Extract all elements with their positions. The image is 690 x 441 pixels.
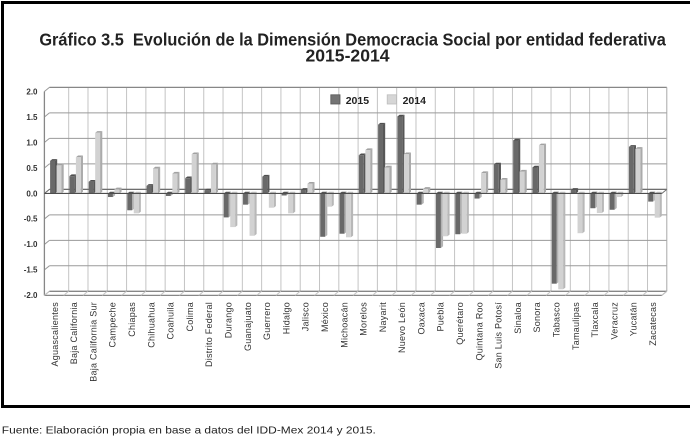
svg-text:Querétaro: Querétaro [455, 302, 465, 345]
svg-text:Baja California Sur: Baja California Sur [88, 302, 98, 382]
svg-text:Nayarit: Nayarit [378, 302, 388, 333]
svg-text:1.5: 1.5 [26, 113, 38, 122]
svg-text:Colima: Colima [185, 302, 195, 332]
svg-text:Puebla: Puebla [436, 302, 446, 332]
svg-text:-0.5: -0.5 [24, 215, 38, 224]
svg-text:2014: 2014 [403, 95, 427, 107]
svg-text:Tlaxcala: Tlaxcala [590, 302, 600, 338]
svg-text:Campeche: Campeche [108, 302, 118, 348]
svg-text:Nuevo León: Nuevo León [397, 302, 407, 353]
svg-text:Sinaloa: Sinaloa [513, 302, 523, 334]
svg-text:Oaxaca: Oaxaca [416, 302, 426, 335]
svg-text:Michoacán: Michoacán [339, 302, 349, 348]
svg-text:2.0: 2.0 [26, 87, 38, 96]
svg-text:0.5: 0.5 [26, 164, 38, 173]
svg-text:Quintana Roo: Quintana Roo [474, 302, 484, 361]
svg-text:-1.5: -1.5 [24, 266, 38, 275]
svg-text:Yucatán: Yucatán [629, 302, 639, 336]
svg-text:Morelos: Morelos [359, 302, 369, 336]
svg-text:Veracruz: Veracruz [609, 302, 619, 340]
svg-text:Baja California: Baja California [69, 302, 79, 364]
svg-text:Guerrero: Guerrero [262, 302, 272, 340]
svg-text:1.0: 1.0 [26, 138, 38, 147]
svg-text:Durango: Durango [223, 302, 233, 338]
svg-text:Chiapas: Chiapas [127, 302, 137, 337]
svg-text:Distrito Federal: Distrito Federal [204, 302, 214, 367]
svg-text:Aguascalientes: Aguascalientes [50, 302, 60, 367]
svg-text:Hidalgo: Hidalgo [281, 302, 291, 334]
svg-text:Tabasco: Tabasco [551, 302, 561, 337]
svg-text:Jalisco: Jalisco [301, 302, 311, 331]
svg-text:Fuente: Elaboración propia en: Fuente: Elaboración propia en base a dat… [2, 425, 376, 437]
svg-text:Sonora: Sonora [532, 302, 542, 333]
svg-text:-1.0: -1.0 [24, 240, 38, 249]
svg-text:-2.0: -2.0 [24, 291, 38, 300]
svg-text:Gráfico 3.5 Evolución de la D: Gráfico 3.5 Evolución de la Dimensión De… [39, 29, 666, 49]
svg-text:2015-2014: 2015-2014 [306, 45, 390, 65]
svg-text:Chihuahua: Chihuahua [146, 302, 156, 348]
svg-text:0.0: 0.0 [26, 189, 38, 198]
svg-text:Tamaulipas: Tamaulipas [571, 302, 581, 350]
svg-text:Coahuila: Coahuila [166, 302, 176, 340]
svg-text:Guanajuato: Guanajuato [243, 302, 253, 351]
svg-text:México: México [320, 302, 330, 332]
svg-text:2015: 2015 [346, 95, 370, 107]
svg-text:Zacatecas: Zacatecas [648, 302, 658, 346]
svg-text:San Luis Potosí: San Luis Potosí [494, 302, 504, 369]
